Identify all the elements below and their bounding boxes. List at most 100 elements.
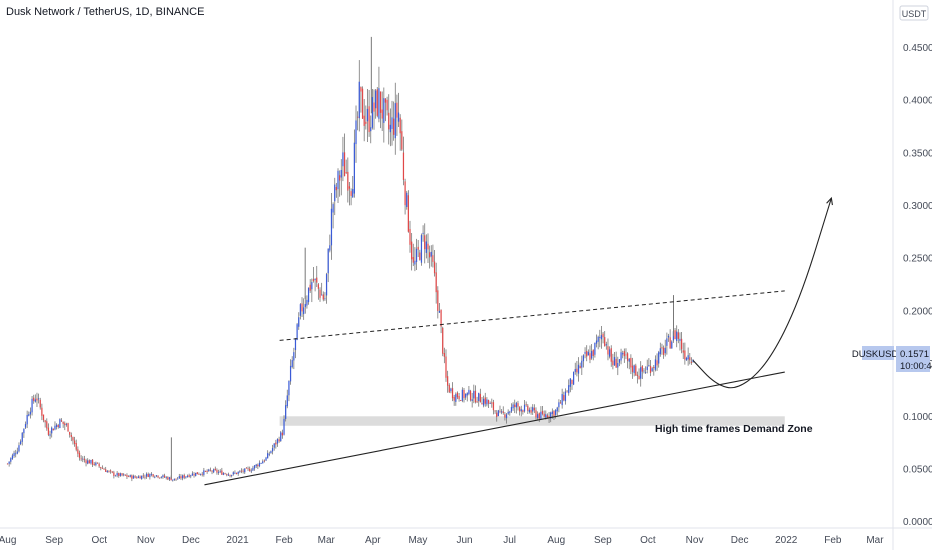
- candle-body: [342, 152, 344, 167]
- candle-body: [119, 473, 122, 476]
- candle-body: [350, 191, 352, 196]
- candle-body: [586, 350, 588, 357]
- candle-body: [353, 142, 355, 194]
- candle-body: [680, 338, 683, 350]
- candle-body: [458, 396, 460, 400]
- candle-body: [301, 303, 303, 312]
- y-tick-label: 0.2000: [903, 306, 932, 317]
- candle-body: [95, 462, 97, 466]
- candle-body: [483, 398, 485, 406]
- y-tick-label: 0.0000: [903, 517, 932, 528]
- candle-body: [651, 368, 653, 372]
- x-tick-label: Mar: [318, 535, 336, 546]
- candle-body: [422, 232, 424, 234]
- candle-body: [175, 478, 177, 480]
- candle-body: [36, 398, 38, 401]
- candle-body: [255, 464, 257, 467]
- candle-body: [317, 284, 319, 289]
- currency-selector[interactable]: USDT: [899, 5, 929, 21]
- candle-body: [537, 414, 539, 419]
- candle-body: [489, 403, 491, 404]
- candle-body: [211, 470, 213, 472]
- candle-body: [373, 102, 375, 112]
- candle-body: [633, 365, 635, 374]
- candle-body: [396, 102, 398, 118]
- candle-body: [559, 402, 562, 404]
- candle-body: [64, 423, 66, 426]
- candle-body: [149, 474, 151, 478]
- candle-body: [163, 475, 166, 478]
- candle-body: [407, 195, 409, 232]
- candle-body: [231, 474, 233, 476]
- candle-body: [515, 402, 517, 408]
- candle-body: [199, 473, 202, 475]
- candle-body: [78, 452, 81, 458]
- candle-body: [29, 411, 32, 415]
- candle-body: [577, 364, 580, 374]
- candle-body: [555, 410, 557, 415]
- candle-body: [424, 235, 426, 250]
- price-badge-value: 0.1571: [900, 349, 929, 360]
- candle-body: [41, 407, 43, 416]
- candle-body: [123, 474, 125, 476]
- support-trendline[interactable]: [204, 371, 785, 486]
- candle-body: [183, 475, 185, 478]
- candle-body: [641, 366, 643, 372]
- candle-body: [605, 344, 607, 346]
- candle-body: [358, 81, 360, 119]
- candle-body: [127, 476, 130, 478]
- candle-body: [535, 410, 537, 418]
- x-tick-label: Oct: [640, 535, 656, 546]
- candle-body: [684, 350, 686, 360]
- candle-body: [622, 353, 624, 355]
- candle-body: [384, 98, 387, 103]
- candle-body: [625, 354, 627, 356]
- candle-body: [394, 103, 396, 139]
- candle-body: [497, 410, 499, 417]
- candle-body: [533, 407, 535, 411]
- time-scale[interactable]: Aug Sep Oct Nov Dec 2021 Feb Mar Apr May Jun Jul Aug…: [0, 535, 884, 546]
- candle-body: [628, 358, 630, 362]
- x-tick-label: Sep: [594, 535, 612, 546]
- candle-body: [96, 462, 99, 464]
- candle-body: [437, 290, 439, 311]
- candle-body: [525, 404, 527, 406]
- candle-body: [438, 310, 441, 313]
- candle-body: [106, 470, 108, 473]
- candle-body: [682, 350, 684, 353]
- candles-layer: [6, 36, 694, 482]
- projection-curve[interactable]: [692, 197, 832, 389]
- candle-body: [573, 371, 575, 385]
- candle-body: [121, 473, 123, 476]
- candle-body: [69, 431, 71, 435]
- candle-body: [91, 459, 94, 465]
- candle-body: [327, 248, 329, 274]
- candle-body: [180, 476, 182, 479]
- candle-body: [361, 88, 364, 119]
- candle-body: [638, 375, 640, 380]
- candle-body: [113, 472, 115, 476]
- candle-body: [145, 473, 148, 477]
- candle-body: [271, 448, 274, 452]
- candle-body: [391, 117, 393, 130]
- resistance-trendline[interactable]: [279, 290, 785, 341]
- candle-body: [159, 477, 161, 479]
- candle-body: [325, 274, 328, 296]
- candle-body: [49, 434, 51, 436]
- candle-body: [404, 181, 406, 206]
- candle-body: [283, 418, 285, 435]
- candle-body: [375, 90, 377, 109]
- candle-body: [597, 336, 599, 342]
- candle-body: [671, 341, 673, 349]
- candle-body: [100, 467, 102, 469]
- candle-body: [337, 170, 339, 190]
- candle-body: [244, 468, 246, 473]
- candle-body: [546, 415, 549, 418]
- candle-body: [649, 365, 652, 374]
- candle-body: [608, 349, 611, 357]
- price-scale[interactable]: 0.00000.05000.10000.15000.20000.25000.30…: [903, 43, 932, 528]
- candle-body: [478, 392, 480, 402]
- candle-body: [631, 365, 634, 373]
- candle-body: [237, 471, 239, 474]
